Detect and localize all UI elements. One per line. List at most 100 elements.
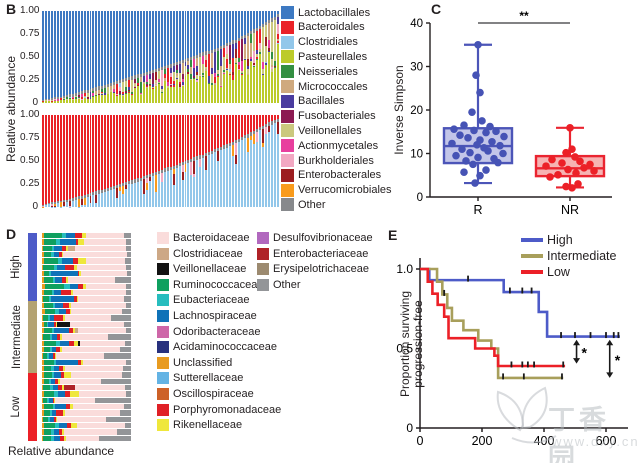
bar-segment	[47, 101, 50, 103]
d-row-segment	[42, 391, 44, 397]
bar-segment	[134, 182, 136, 207]
bar-segment	[211, 79, 214, 83]
stacked-bar	[252, 11, 255, 103]
bar-segment	[175, 79, 178, 103]
bar-segment	[113, 189, 116, 207]
stacked-bar	[270, 115, 273, 207]
bar-segment	[145, 71, 148, 75]
bar-segment	[151, 176, 154, 207]
d-row-segment	[42, 384, 50, 391]
legend-label: Erysipelotrichaceae	[273, 263, 369, 276]
bar-segment	[128, 115, 131, 182]
bar-segment	[205, 60, 208, 67]
bar-segment	[110, 189, 113, 207]
c-y-tick-label: 30	[410, 62, 423, 74]
bar-segment	[142, 83, 145, 85]
bar-segment	[184, 76, 187, 103]
d-row-segment	[43, 327, 52, 334]
d-row-segment	[42, 353, 43, 359]
d-row-segment	[63, 302, 69, 308]
d-row-segment	[58, 251, 62, 258]
legend-swatch	[157, 372, 169, 385]
d-row-segment	[42, 258, 44, 264]
bar-segment	[190, 79, 193, 103]
d-row-segment	[56, 359, 78, 365]
bar-segment	[169, 86, 172, 88]
bar-segment	[276, 23, 279, 34]
stacked-bar	[92, 11, 95, 103]
bar-segment	[264, 62, 267, 66]
stacked-bar	[273, 115, 276, 207]
legend-swatch	[281, 80, 294, 93]
bar-segment	[175, 164, 178, 168]
bar-segment	[134, 115, 136, 180]
d-row-segment	[50, 429, 54, 435]
bar-segment	[169, 77, 172, 85]
bar-segment	[202, 74, 205, 77]
d-row-segment	[73, 340, 78, 346]
bar-segment	[160, 70, 163, 87]
bar-segment	[80, 115, 83, 196]
d-row	[42, 410, 131, 416]
bar-segment	[134, 84, 136, 87]
bar-segment	[56, 201, 59, 204]
bar-segment	[142, 80, 145, 83]
stacked-bar	[229, 11, 231, 103]
bar-segment	[246, 33, 249, 37]
bar-segment	[229, 142, 231, 146]
bar-segment	[223, 115, 226, 146]
stacked-bar	[104, 11, 107, 103]
bar-segment	[258, 43, 261, 49]
bar-segment	[270, 11, 273, 19]
bar-segment	[122, 82, 125, 93]
bar-segment	[240, 140, 243, 207]
d-row-segment	[61, 346, 121, 353]
bar-segment	[181, 180, 184, 207]
bar-segment	[42, 100, 44, 102]
legend-label: Verrucomicrobiales	[298, 184, 392, 197]
bar-segment	[160, 11, 163, 68]
bar-segment	[214, 48, 217, 52]
bar-segment	[42, 101, 44, 102]
d-row-segment	[47, 321, 49, 327]
stacked-bar	[56, 11, 59, 103]
d-row-segment	[51, 327, 55, 334]
stacked-bar	[83, 11, 86, 103]
stacked-bar	[234, 115, 237, 207]
bar-segment	[98, 89, 101, 94]
bar-segment	[220, 81, 223, 85]
d-legend-item: Other	[257, 278, 301, 291]
bar-segment	[175, 61, 178, 65]
legend-swatch	[157, 310, 169, 322]
d-row-segment	[125, 359, 131, 365]
stacked-bar	[128, 115, 131, 207]
stacked-bar	[148, 115, 151, 207]
bar-segment	[223, 70, 226, 72]
bar-segment	[113, 115, 116, 186]
bar-segment	[267, 122, 270, 126]
bar-segment	[169, 67, 172, 73]
d-row-segment	[58, 258, 63, 264]
bar-segment	[237, 138, 240, 143]
bar-segment	[116, 11, 119, 81]
bar-segment	[232, 115, 234, 142]
bar-segment	[169, 169, 172, 207]
bar-segment	[246, 75, 249, 103]
d-row-segment	[48, 321, 54, 327]
d-legend-item: Enterobacteriaceae	[257, 247, 368, 260]
bar-segment	[246, 134, 249, 138]
bar-segment	[145, 190, 148, 207]
d-row-segment	[126, 264, 131, 270]
bar-segment	[255, 115, 258, 129]
bar-segment	[71, 197, 74, 201]
bar-segment	[95, 115, 98, 192]
d-row-segment	[61, 245, 66, 251]
bar-segment	[270, 51, 273, 60]
bar-segment	[74, 196, 77, 200]
bar-segment	[232, 43, 234, 59]
bar-segment	[68, 11, 71, 94]
bar-segment	[178, 86, 181, 89]
d-row-segment	[42, 340, 44, 346]
bar-segment	[157, 83, 160, 103]
bar-segment	[68, 99, 71, 103]
